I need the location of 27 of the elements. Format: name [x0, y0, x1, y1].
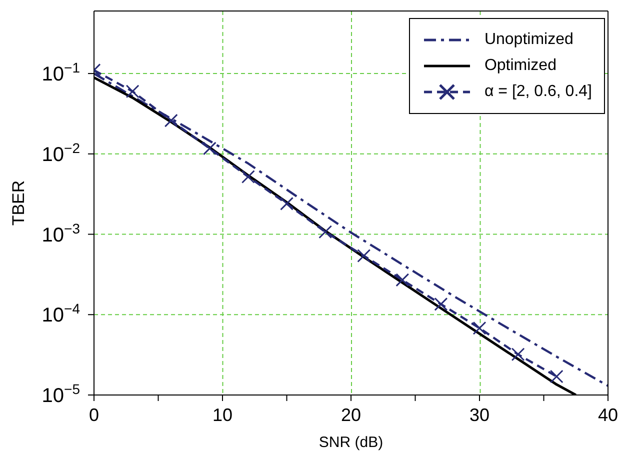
- point: [202, 142, 216, 156]
- point: [164, 114, 178, 128]
- point: [511, 348, 525, 362]
- legend-label: Optimized: [484, 57, 556, 75]
- legend-label: Unoptimized: [484, 31, 574, 49]
- point: [550, 370, 564, 384]
- point: [434, 297, 448, 311]
- x-tick-label: 30: [469, 405, 490, 425]
- x-tick-label: 10: [212, 405, 233, 425]
- x-axis-title: SNR (dB): [318, 434, 384, 451]
- point: [472, 321, 486, 335]
- y-tick-label: 10$^{−2}$: [42, 140, 80, 166]
- point: [396, 273, 410, 287]
- y-tick-label: 10$^{−5}$: [42, 381, 80, 407]
- legend-label: α = [2, 0.6, 0.4]: [484, 83, 592, 101]
- point: [357, 249, 371, 263]
- y-tick-label: 10$^{−3}$: [42, 220, 80, 246]
- y-tick-label: 10$^{−1}$: [42, 60, 80, 86]
- point: [318, 225, 332, 239]
- y-axis-title: TBER: [9, 180, 28, 226]
- y-tick-label: 10$^{−4}$: [42, 300, 80, 327]
- x-tick-label: 20: [340, 405, 362, 425]
- point: [241, 170, 255, 184]
- point: [126, 84, 140, 98]
- x-tick-label: 0: [88, 405, 100, 425]
- point: [280, 196, 294, 210]
- x-tick-label: 40: [598, 405, 618, 425]
